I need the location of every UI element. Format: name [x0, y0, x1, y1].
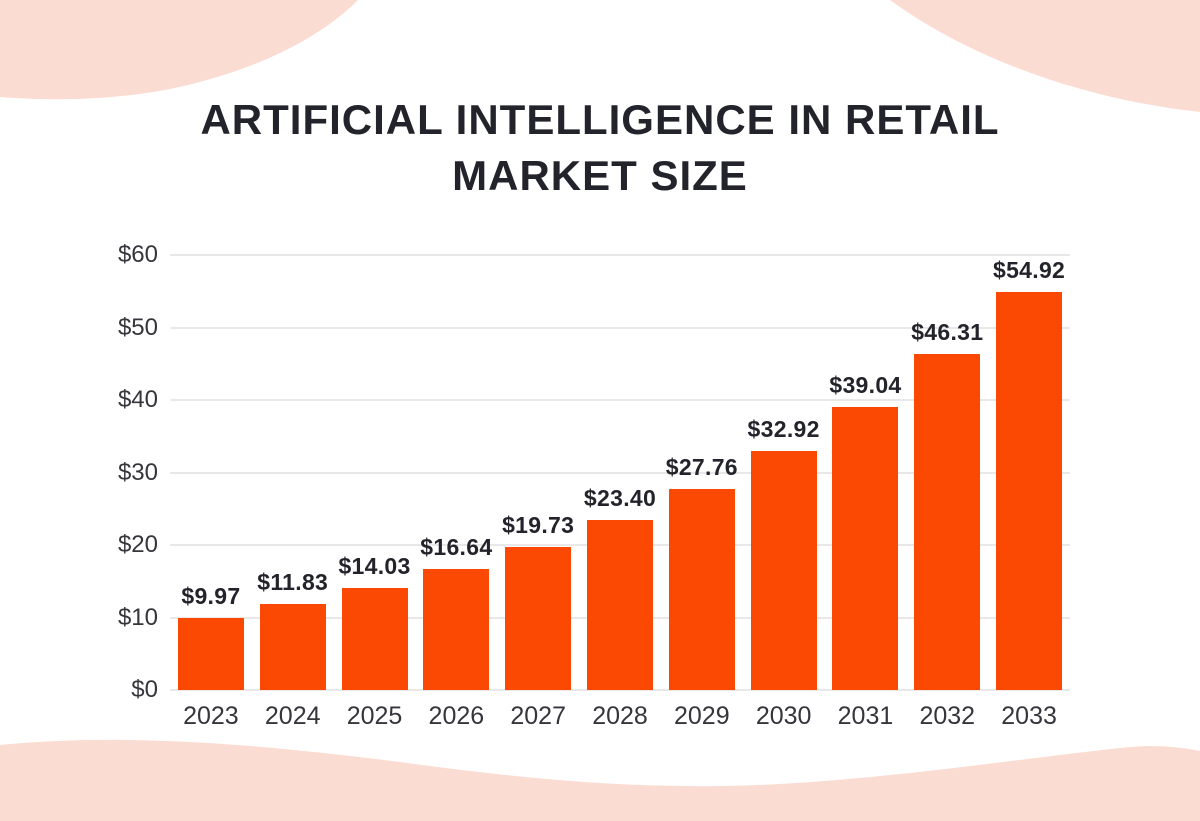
bar-value-2023: $9.97 — [181, 582, 241, 609]
chart-title: ARTIFICIAL INTELLIGENCE IN RETAIL MARKET… — [0, 92, 1200, 204]
x-axis-label-2028: 2028 — [592, 702, 648, 730]
y-axis-label-10: $10 — [117, 603, 158, 631]
bar-value-2027: $19.73 — [502, 511, 575, 538]
x-axis-label-2031: 2031 — [837, 702, 894, 730]
bar-value-2024: $11.83 — [257, 569, 329, 596]
bar-2029 — [668, 488, 735, 690]
bar-value-2031: $39.04 — [829, 371, 902, 398]
y-axis-label-30: $30 — [117, 458, 158, 486]
bar-value-2029: $27.76 — [665, 453, 738, 480]
bar-value-2033: $54.92 — [993, 256, 1066, 283]
bar-2026 — [423, 569, 490, 690]
gridline-50 — [170, 326, 1070, 329]
chart-title-line1: ARTIFICIAL INTELLIGENCE IN RETAIL — [200, 96, 1000, 143]
bar-2028 — [587, 520, 653, 690]
bar-value-2028: $23.40 — [583, 485, 657, 512]
x-axis-label-2033: 2033 — [1001, 702, 1057, 730]
y-axis-label-60: $60 — [117, 241, 158, 268]
x-axis-label-2024: 2024 — [264, 702, 321, 730]
y-axis-label-20: $20 — [117, 531, 158, 558]
bar-2023 — [177, 617, 244, 690]
gridline-60 — [170, 254, 1070, 256]
x-axis-label-2026: 2026 — [428, 702, 485, 730]
gridline-30 — [170, 471, 1070, 474]
bar-2025 — [341, 588, 408, 690]
bar-2031 — [832, 406, 899, 690]
x-axis-label-2030: 2030 — [755, 702, 812, 730]
chart-title-line2: MARKET SIZE — [452, 152, 748, 199]
bar-value-2030: $32.92 — [747, 416, 820, 443]
plot-area: $0 $10 $20 $30 $40 $50 $60 $9.97 2023 $11.83 2024 $… — [118, 241, 1070, 730]
bar-value-2025: $14.03 — [338, 553, 411, 580]
gridline-0 — [170, 689, 1070, 691]
x-axis-label-2029: 2029 — [674, 702, 730, 730]
y-axis-label-0: $0 — [131, 676, 158, 703]
x-axis-label-2023: 2023 — [183, 702, 239, 730]
y-axis-label-50: $50 — [117, 313, 158, 341]
bar-2030 — [750, 451, 817, 690]
bar-2024 — [259, 604, 326, 690]
pink-wave-bottom — [0, 739, 1200, 821]
bar-2032 — [914, 354, 981, 690]
bar-2033 — [996, 291, 1063, 690]
bar-value-2026: $16.64 — [420, 534, 493, 561]
bar-value-2032: $46.31 — [911, 319, 984, 346]
y-axis-label-40: $40 — [117, 386, 158, 413]
pink-wave-top-left — [0, 0, 358, 100]
x-axis-label-2025: 2025 — [346, 702, 403, 730]
x-axis-label-2027: 2027 — [510, 702, 566, 730]
bar-2027 — [505, 546, 572, 690]
gridline-40 — [170, 399, 1070, 401]
x-axis-label-2032: 2032 — [919, 702, 976, 730]
